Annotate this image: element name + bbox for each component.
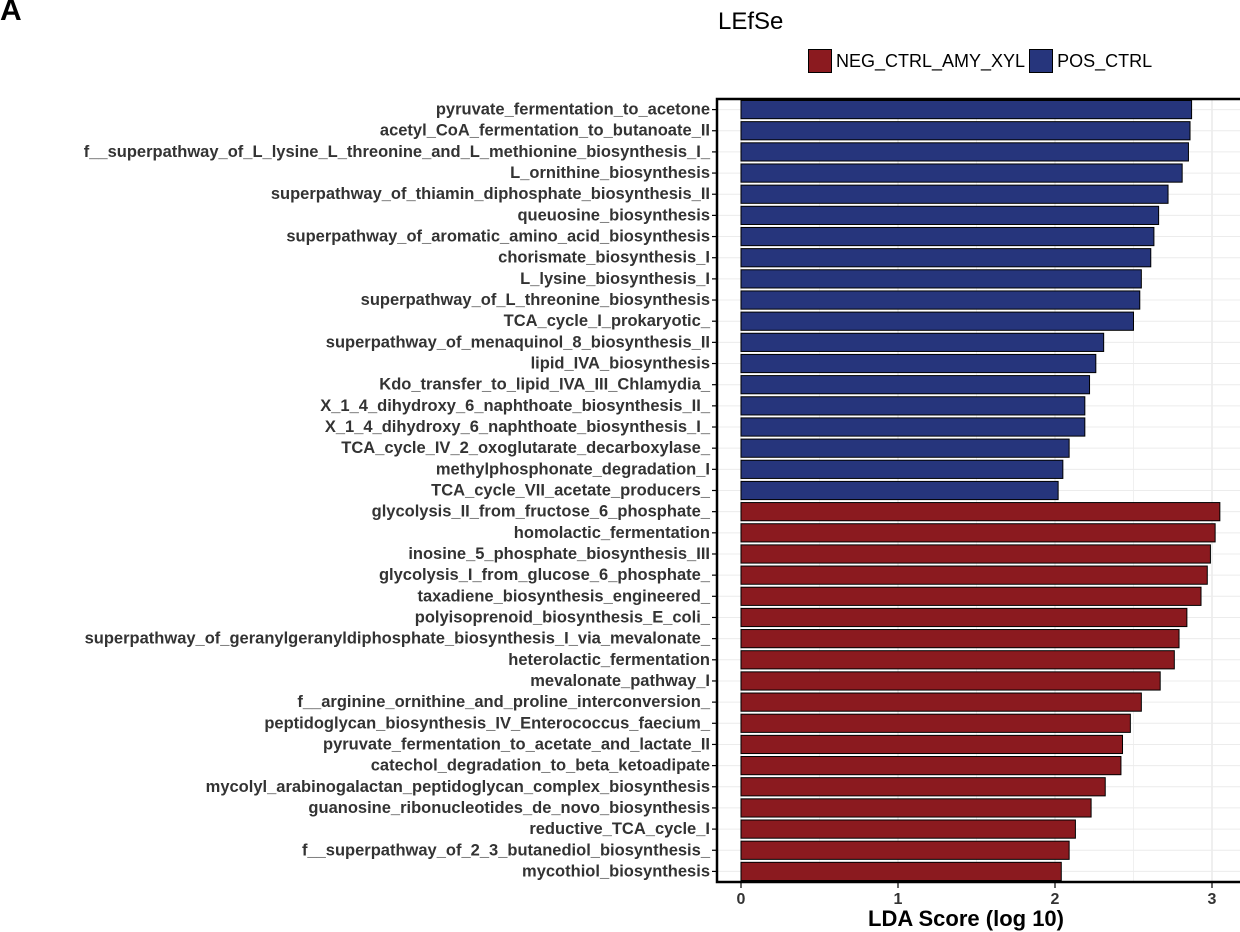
y-tick-label: homolactic_fermentation bbox=[514, 524, 710, 542]
bar bbox=[740, 692, 1142, 712]
bar bbox=[740, 544, 1211, 564]
y-tick-label: taxadiene_biosynthesis_engineered_ bbox=[417, 587, 710, 605]
y-tick-label: heterolactic_fermentation bbox=[508, 651, 710, 669]
bar bbox=[740, 396, 1086, 416]
y-tick-label: TCA_cycle_VII_acetate_producers_ bbox=[431, 482, 711, 500]
y-tick-label: superpathway_of_thiamin_diphosphate_bios… bbox=[271, 185, 710, 203]
bar bbox=[740, 734, 1124, 755]
bar bbox=[740, 861, 1062, 882]
x-tick-label: 3 bbox=[1208, 891, 1217, 908]
y-tick-label: acetyl_CoA_fermentation_to_butanoate_II bbox=[380, 122, 710, 140]
x-axis-title: LDA Score (log 10) bbox=[868, 906, 1064, 931]
legend-swatch-neg-ctrl bbox=[808, 49, 832, 73]
y-tick-label: superpathway_of_geranylgeranyldiphosphat… bbox=[85, 630, 711, 648]
y-tick-label: catechol_degradation_to_beta_ketoadipate bbox=[371, 757, 710, 775]
bar bbox=[740, 184, 1169, 204]
y-tick-label: TCA_cycle_IV_2_oxoglutarate_decarboxylas… bbox=[341, 439, 711, 457]
bar bbox=[740, 353, 1097, 374]
bar bbox=[740, 205, 1160, 225]
x-axis: 0 1 2 3 LDA Score (log 10) bbox=[737, 882, 1217, 931]
y-tick-label: Kdo_transfer_to_lipid_IVA_III_Chlamydia_ bbox=[379, 376, 711, 394]
y-tick-label: chorismate_biosynthesis_I bbox=[498, 249, 710, 267]
legend-item-neg-ctrl: NEG_CTRL_AMY_XYL bbox=[808, 49, 1025, 73]
bar bbox=[740, 607, 1188, 628]
y-tick-label: mevalonate_pathway_I bbox=[530, 672, 710, 690]
bar bbox=[740, 121, 1191, 141]
y-tick-label: f__arginine_ornithine_and_proline_interc… bbox=[297, 693, 710, 711]
bar bbox=[740, 438, 1070, 458]
bar bbox=[740, 819, 1076, 839]
y-tick-label: f__superpathway_of_L_lysine_L_threonine_… bbox=[84, 143, 711, 161]
y-tick-label: queuosine_biosynthesis bbox=[517, 206, 710, 224]
x-tick-label: 2 bbox=[1051, 891, 1060, 908]
bar bbox=[740, 311, 1134, 331]
bar bbox=[740, 142, 1189, 162]
y-tick-label: L_ornithine_biosynthesis bbox=[510, 164, 710, 182]
bar bbox=[740, 586, 1202, 606]
y-tick-label: pyruvate_fermentation_to_acetone bbox=[436, 101, 710, 119]
bars bbox=[740, 99, 1221, 882]
legend-label-pos-ctrl: POS_CTRL bbox=[1057, 50, 1153, 71]
panel-label: A bbox=[0, 0, 22, 27]
bar bbox=[740, 629, 1180, 649]
y-tick-label: polyisoprenoid_biosynthesis_E_coli_ bbox=[415, 608, 711, 626]
bar bbox=[740, 523, 1216, 543]
bar bbox=[740, 290, 1141, 310]
y-tick-label: TCA_cycle_I_prokaryotic_ bbox=[504, 312, 711, 330]
legend-label-neg-ctrl: NEG_CTRL_AMY_XYL bbox=[836, 50, 1026, 71]
y-axis-labels: pyruvate_fermentation_to_acetone acetyl_C… bbox=[84, 101, 717, 880]
y-tick-label: superpathway_of_menaquinol_8_biosynthesi… bbox=[326, 333, 710, 351]
legend-item-pos-ctrl: POS_CTRL bbox=[1029, 49, 1152, 73]
bar bbox=[740, 565, 1208, 585]
bar bbox=[740, 417, 1086, 437]
chart-title: LEfSe bbox=[718, 8, 784, 35]
y-tick-label: reductive_TCA_cycle_I bbox=[529, 820, 710, 838]
y-tick-label: f__superpathway_of_2_3_butanediol_biosyn… bbox=[302, 841, 711, 859]
y-tick-label: superpathway_of_L_threonine_biosynthesis bbox=[361, 291, 710, 309]
y-tick-label: lipid_IVA_biosynthesis bbox=[531, 355, 710, 373]
bar bbox=[740, 756, 1122, 776]
legend: NEG_CTRL_AMY_XYL POS_CTRL bbox=[808, 49, 1156, 73]
bar bbox=[740, 671, 1161, 691]
y-tick-label: glycolysis_I_from_glucose_6_phosphate_ bbox=[379, 566, 711, 584]
y-tick-label: mycolyl_arabinogalactan_peptidoglycan_co… bbox=[206, 778, 710, 796]
y-tick-label: mycothiol_biosynthesis bbox=[522, 862, 710, 880]
bar bbox=[740, 777, 1106, 797]
bar bbox=[740, 332, 1105, 352]
y-tick-label: inosine_5_phosphate_biosynthesis_III bbox=[408, 545, 710, 563]
y-tick-label: methylphosphonate_degradation_I bbox=[436, 460, 710, 478]
y-tick-label: superpathway_of_aromatic_amino_acid_bios… bbox=[286, 228, 710, 246]
bar bbox=[740, 650, 1175, 670]
bar bbox=[740, 375, 1091, 395]
bar bbox=[740, 99, 1193, 120]
y-tick-label: L_lysine_biosynthesis_I bbox=[520, 270, 710, 288]
y-tick-label: X_1_4_dihydroxy_6_naphthoate_biosynthesi… bbox=[325, 418, 711, 436]
bar bbox=[740, 248, 1152, 268]
x-tick-label: 1 bbox=[894, 891, 903, 908]
bar bbox=[740, 163, 1183, 183]
bar bbox=[740, 459, 1064, 479]
bar bbox=[740, 269, 1142, 289]
bar bbox=[740, 713, 1131, 733]
y-tick-label: glycolysis_II_from_fructose_6_phosphate_ bbox=[372, 503, 711, 521]
legend-swatch-pos-ctrl bbox=[1029, 49, 1054, 73]
bar bbox=[740, 840, 1070, 860]
bar bbox=[740, 798, 1092, 818]
y-tick-label: guanosine_ribonucleotides_de_novo_biosyn… bbox=[308, 799, 710, 817]
x-tick-label: 0 bbox=[737, 891, 746, 908]
y-tick-label: X_1_4_dihydroxy_6_naphthoate_biosynthesi… bbox=[320, 397, 711, 415]
bar bbox=[740, 226, 1155, 247]
y-tick-label: peptidoglycan_biosynthesis_IV_Enterococc… bbox=[264, 714, 710, 732]
bar bbox=[740, 480, 1059, 501]
bar bbox=[740, 502, 1221, 522]
y-tick-label: pyruvate_fermentation_to_acetate_and_lac… bbox=[323, 735, 710, 753]
